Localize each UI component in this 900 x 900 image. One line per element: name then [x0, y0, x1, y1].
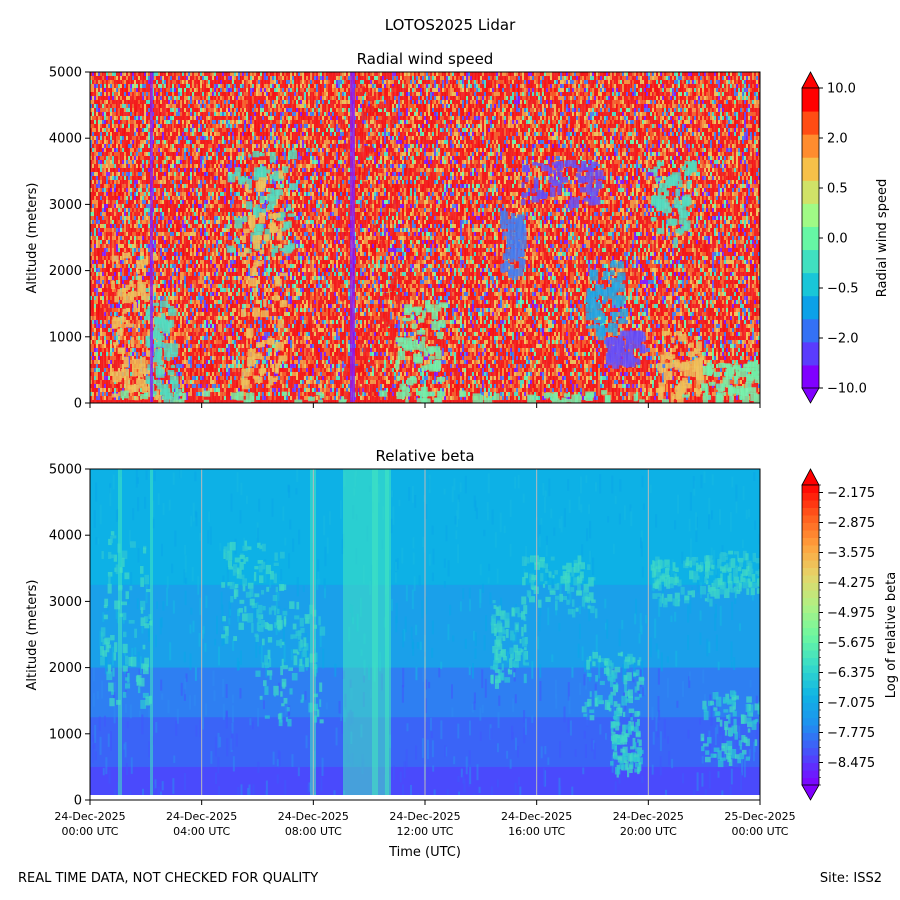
wind-panel: Radial wind speed 010002000300040005000 …: [25, 50, 890, 412]
wind-title: Radial wind speed: [357, 50, 494, 68]
figure-title: LOTOS2025 Lidar: [385, 16, 516, 34]
